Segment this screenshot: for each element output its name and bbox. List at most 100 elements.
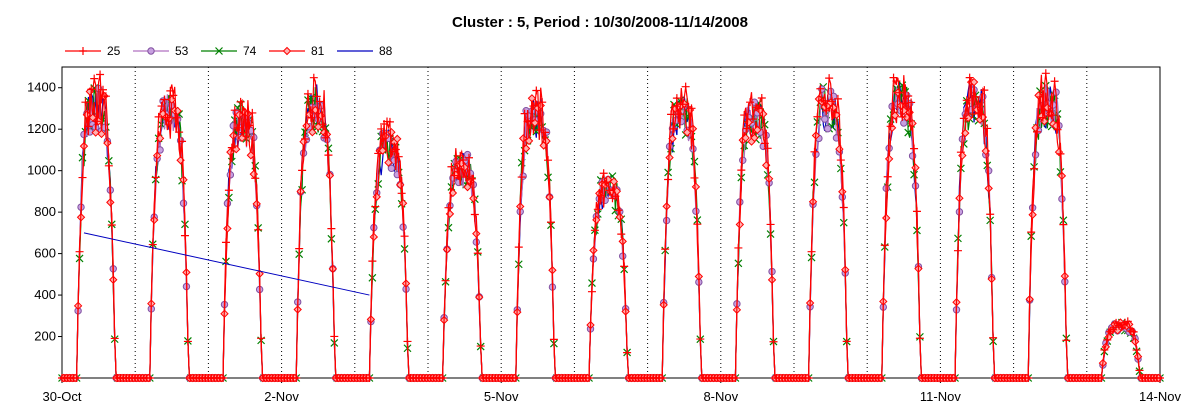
- data-point-25: [166, 86, 175, 95]
- data-point-25: [245, 121, 254, 130]
- data-point-25: [886, 122, 895, 131]
- data-point-81: [759, 109, 768, 119]
- data-point-25: [248, 108, 257, 117]
- data-point-25: [397, 189, 406, 198]
- data-point-25: [895, 88, 904, 97]
- data-point-81: [234, 110, 244, 120]
- data-point-25: [148, 240, 157, 249]
- y-tick-label: 1000: [27, 163, 56, 178]
- data-point-25: [529, 102, 538, 111]
- x-tick-label: 11-Nov: [920, 389, 961, 404]
- data-point-25: [1109, 325, 1118, 334]
- data-point-25: [1103, 335, 1112, 344]
- data-point-25: [154, 112, 163, 121]
- data-point-25: [907, 98, 916, 107]
- data-point-25: [151, 173, 160, 182]
- data-point-81: [252, 199, 261, 209]
- data-point-25: [315, 97, 324, 106]
- data-point-25: [221, 238, 230, 247]
- data-point-25: [90, 74, 99, 83]
- data-point-25: [541, 128, 550, 137]
- data-point-81: [958, 151, 967, 160]
- data-point-25: [587, 287, 596, 296]
- data-point-81: [372, 192, 381, 202]
- data-point-25: [681, 82, 690, 91]
- data-point-25: [233, 123, 242, 132]
- data-point-81: [393, 134, 402, 144]
- data-point-25: [473, 249, 482, 258]
- data-point-25: [462, 173, 471, 182]
- data-point-25: [303, 89, 312, 98]
- data-point-25: [520, 109, 529, 118]
- data-point-81: [911, 163, 920, 172]
- y-tick-label: 1400: [27, 80, 56, 95]
- data-point-25: [836, 156, 845, 165]
- data-point-25: [178, 137, 187, 146]
- data-point-25: [1062, 336, 1071, 345]
- data-point-25: [169, 91, 178, 100]
- data-point-25: [962, 96, 971, 105]
- data-point-25: [324, 151, 333, 160]
- data-point-25: [693, 220, 702, 229]
- data-point-81: [691, 182, 701, 192]
- data-point-81: [884, 154, 894, 164]
- data-point-81: [835, 144, 844, 154]
- data-point-25: [669, 124, 678, 133]
- data-point-25: [532, 86, 541, 95]
- y-tick-label: 600: [34, 246, 56, 261]
- data-point-25: [620, 262, 629, 271]
- data-point-25: [1056, 149, 1065, 158]
- data-point-25: [107, 221, 116, 230]
- data-point-81: [882, 213, 891, 223]
- data-point-25: [467, 174, 476, 183]
- data-point-81: [530, 118, 540, 128]
- data-point-25: [593, 205, 602, 214]
- data-point-25: [977, 110, 986, 119]
- data-point-25: [1097, 374, 1106, 382]
- series-line-25: [62, 73, 1160, 379]
- data-point-25: [298, 166, 307, 175]
- data-point-25: [912, 207, 921, 216]
- data-point-81: [97, 129, 106, 139]
- data-point-25: [441, 276, 450, 285]
- data-point-81: [308, 128, 317, 137]
- data-point-25: [731, 374, 740, 382]
- data-point-81: [463, 182, 472, 192]
- data-point-81: [1034, 91, 1043, 100]
- data-point-25: [172, 113, 181, 122]
- data-point-25: [951, 374, 960, 382]
- data-point-25: [880, 241, 889, 250]
- data-point-25: [816, 84, 825, 93]
- data-point-25: [377, 124, 386, 133]
- data-point-25: [980, 86, 989, 95]
- data-point-25: [959, 114, 968, 123]
- x-tick-label: 30-Oct: [42, 389, 81, 404]
- data-point-81: [395, 180, 405, 190]
- data-point-25: [807, 247, 816, 256]
- data-point-25: [163, 113, 172, 122]
- data-point-25: [456, 151, 465, 160]
- y-tick-label: 1200: [27, 121, 56, 136]
- data-point-25: [590, 226, 599, 235]
- data-point-25: [892, 77, 901, 86]
- data-point-81: [665, 153, 674, 162]
- data-point-25: [749, 115, 758, 124]
- data-point-25: [81, 98, 90, 107]
- data-point-25: [546, 218, 555, 227]
- data-point-81: [1028, 210, 1037, 219]
- data-point-81: [741, 133, 750, 143]
- data-point-25: [804, 374, 813, 382]
- data-point-25: [514, 243, 523, 252]
- data-point-25: [476, 342, 485, 351]
- data-point-25: [464, 153, 473, 162]
- data-point-25: [306, 113, 315, 122]
- data-point-81: [384, 158, 393, 167]
- data-point-25: [672, 94, 681, 103]
- data-point-25: [757, 93, 766, 102]
- data-point-25: [611, 192, 620, 201]
- data-point-25: [687, 104, 696, 113]
- data-point-25: [321, 133, 330, 142]
- series-88-segment: [83, 232, 370, 296]
- plot-frame: [61, 66, 1161, 379]
